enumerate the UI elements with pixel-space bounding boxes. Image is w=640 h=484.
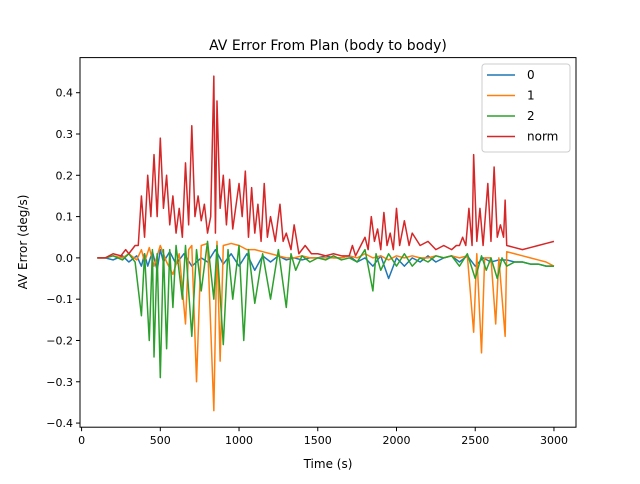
plot-lines — [97, 75, 555, 412]
series-line-norm — [97, 75, 555, 259]
x-tick-label: 1000 — [225, 434, 253, 447]
y-axis-label: AV Error (deg/s) — [16, 195, 30, 290]
y-tick-label: 0.4 — [56, 87, 74, 100]
legend: 0 1 2 norm — [481, 63, 571, 153]
plot-frame — [79, 57, 577, 428]
y-axis: −0.4 −0.3 −0.2 −0.1 0.0 0.1 0.2 0.3 0.4 — [46, 87, 80, 430]
legend-label-norm: norm — [527, 130, 558, 144]
y-tick-label: −0.4 — [46, 417, 73, 430]
series-line-2 — [97, 240, 554, 379]
x-tick-label: 500 — [150, 434, 171, 447]
x-axis-label: Time (s) — [303, 457, 353, 471]
legend-label-1: 1 — [527, 89, 535, 103]
x-tick-label: 0 — [78, 434, 85, 447]
legend-box — [481, 63, 571, 153]
chart-title: AV Error From Plan (body to body) — [209, 38, 447, 54]
y-tick-label: 0.1 — [56, 211, 74, 224]
legend-label-0: 0 — [527, 68, 535, 82]
x-tick-label: 1500 — [304, 434, 332, 447]
y-tick-label: −0.3 — [46, 376, 73, 389]
legend-label-2: 2 — [527, 109, 535, 123]
y-tick-label: −0.2 — [46, 334, 73, 347]
y-tick-label: 0.0 — [56, 252, 74, 265]
y-tick-label: −0.1 — [46, 293, 73, 306]
x-tick-label: 2500 — [461, 434, 489, 447]
x-axis: 0 500 1000 1500 2000 2500 3000 — [78, 427, 568, 447]
x-tick-label: 2000 — [382, 434, 410, 447]
y-tick-label: 0.2 — [56, 169, 74, 182]
y-tick-label: 0.3 — [56, 128, 74, 141]
x-tick-label: 3000 — [540, 434, 568, 447]
